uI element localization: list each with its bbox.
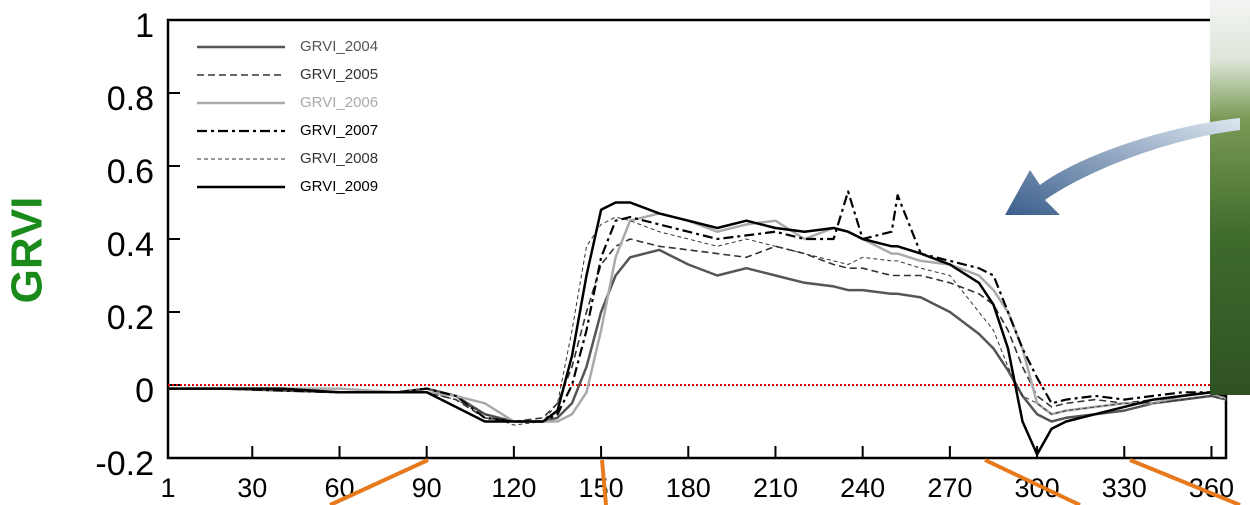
- x-tick-label: 30: [237, 473, 267, 503]
- pointer-line: [600, 459, 608, 505]
- y-tick-label: 0.8: [107, 80, 154, 118]
- legend-label: GRVI_2009: [300, 178, 378, 195]
- legend-label: GRVI_2008: [300, 150, 378, 167]
- x-tick-label: 180: [666, 473, 711, 503]
- series-line: [168, 238, 1227, 423]
- photo: [1210, 0, 1250, 395]
- x-tick-label: 270: [927, 473, 972, 503]
- series-line: [168, 201, 1227, 456]
- pointer-line: [984, 458, 1081, 505]
- y-tick-label: -0.2: [95, 445, 154, 483]
- pointer-line: [329, 458, 429, 505]
- legend-label: GRVI_2004: [300, 38, 378, 55]
- pointer-lines: [329, 458, 1241, 505]
- series-line: [168, 190, 1227, 423]
- y-tick-label: 0: [135, 372, 154, 410]
- legend-label: GRVI_2007: [300, 122, 378, 139]
- y-axis-label: GRVI: [3, 197, 52, 304]
- x-tick-label: 240: [840, 473, 885, 503]
- pointer-line: [1129, 458, 1241, 505]
- x-tick-label: 330: [1102, 473, 1147, 503]
- legend-label: GRVI_2006: [300, 94, 378, 111]
- y-tick-label: 1: [135, 7, 154, 45]
- x-tick-label: 120: [491, 473, 536, 503]
- x-tick-label: 90: [412, 473, 442, 503]
- plot-area: -0.200.20.40.60.811 30 60 90 120 150 180 210 240…: [95, 7, 1234, 503]
- x-tick-label: 210: [753, 473, 798, 503]
- legend-label: GRVI_2005: [300, 66, 378, 83]
- series-line: [168, 248, 1227, 423]
- arrow: [1005, 118, 1240, 215]
- y-tick-label: 0.4: [107, 226, 154, 264]
- y-tick-label: 0.6: [107, 153, 154, 191]
- x-tick-label: 150: [579, 473, 624, 503]
- x-tick-label: 1: [160, 473, 175, 503]
- series-line: [168, 216, 1227, 426]
- y-tick-label: 0.2: [107, 299, 154, 337]
